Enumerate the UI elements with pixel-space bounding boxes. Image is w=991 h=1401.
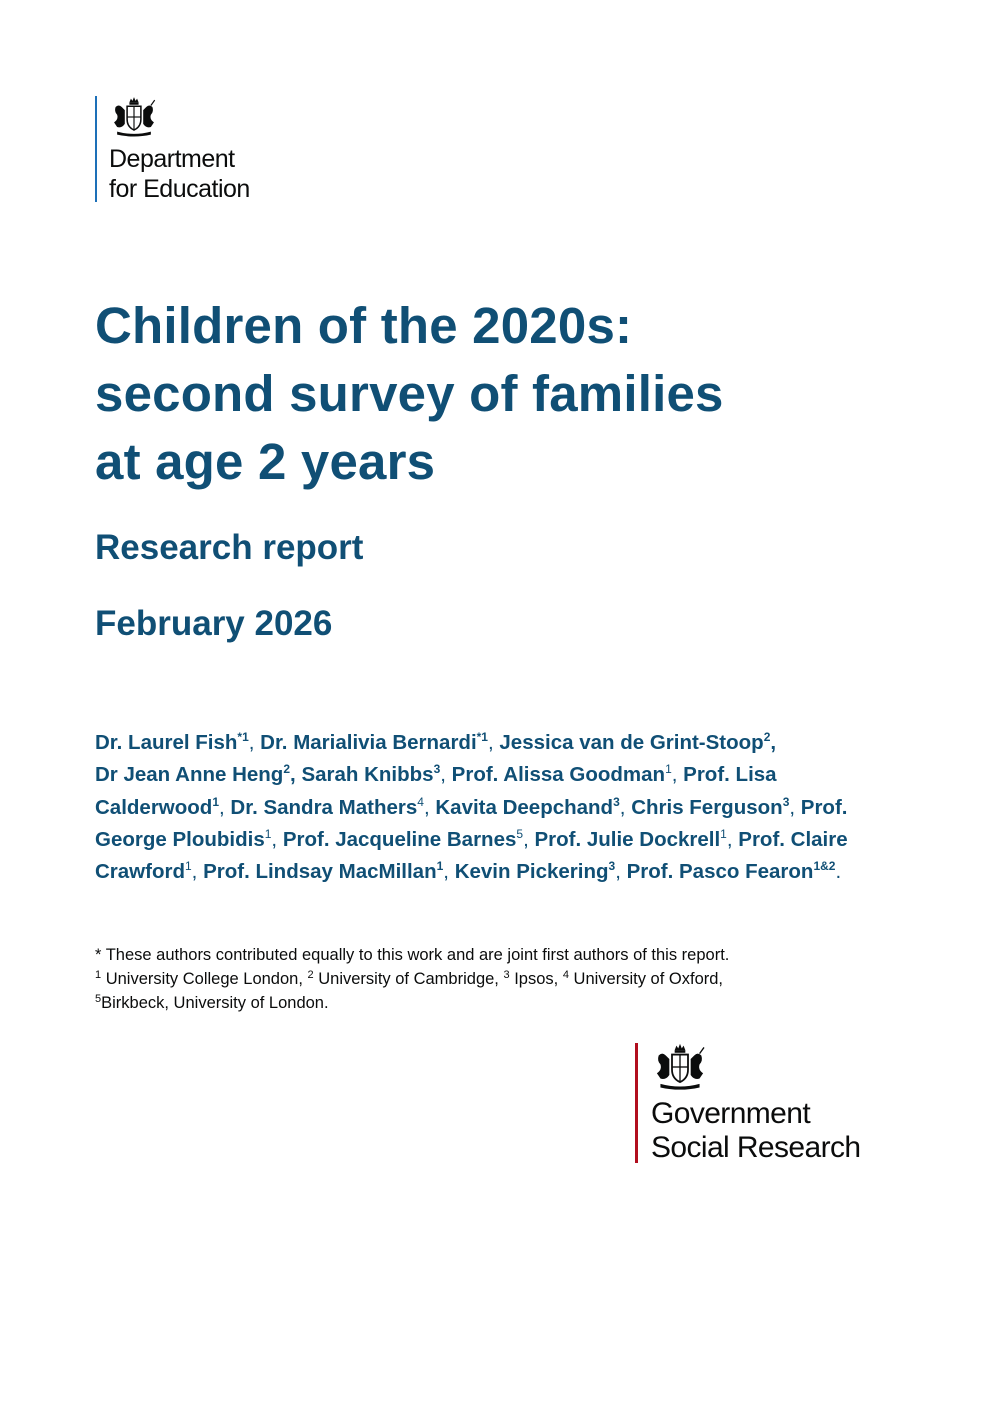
affiliation-name: University College London, [105,970,303,988]
author-name: Prof. Julie Dockrell [534,827,721,851]
author-mark: 5 [516,826,524,841]
dfe-logo-line2: for Education [109,175,250,203]
gsr-logo-line1: Government [651,1097,811,1130]
report-type: Research report [95,528,364,567]
author-mark: 1 [720,826,727,841]
author-mark: 3 [608,859,616,874]
author-mark: *1 [237,730,249,744]
author-mark: 1 [264,826,272,841]
author-mark: 2 [283,762,291,777]
affiliation-name: University of Cambridge, [318,970,499,988]
author-name: Dr. Marialivia Bernardi [260,731,477,754]
gsr-logo-line2: Social Research [651,1131,861,1164]
royal-coat-of-arms-icon [111,96,157,138]
footnotes: * These authors contributed equally to t… [95,943,895,1015]
author-name: Prof. Lindsay MacMillan [203,860,437,884]
author-mark: 3 [433,762,441,777]
author-name: Kavita Deepchand [435,795,614,819]
report-title: Children of the 2020s: second survey of … [95,292,895,496]
author-name: Sarah Knibbs [301,763,434,787]
affiliation-mark: 1 [95,969,102,981]
affiliation-name: University of Oxford, [573,970,724,988]
report-title-line2: second survey of families [95,365,724,422]
joint-first-author-note: * These authors contributed equally to t… [95,946,730,964]
author-mark: 2 [763,730,771,744]
author-name: Jessica van de Grint-Stoop [499,731,764,754]
dfe-logo: Department for Education [95,96,250,203]
author-name: Dr Jean Anne Heng [95,763,284,787]
affiliation-mark: 3 [503,969,510,981]
author-mark: 1 [184,859,192,874]
affiliation-mark: 2 [307,969,314,981]
publication-date: February 2026 [95,604,333,643]
author-mark: 1 [212,794,220,809]
report-title-line1: Children of the 2020s: [95,297,633,354]
author-list: Dr. Laurel Fish*1, Dr. Marialivia Bernar… [95,730,848,884]
author-name: Prof. Claire Crawford [95,827,848,884]
affiliation-mark: 4 [562,969,569,981]
affiliation-mark: 5 [95,993,102,1005]
author-name: Prof. Alissa Goodman [451,763,666,787]
affiliation-name: Birkbeck, University of London. [101,994,329,1012]
author-mark: 1 [436,859,444,874]
author-name: Dr. Sandra Mathers [230,795,418,819]
author-name: Chris Ferguson [631,795,783,819]
author-mark: *1 [476,730,488,744]
report-title-line3: at age 2 years [95,433,436,490]
author-mark: 1 [665,762,672,777]
affiliations: 1 University College London, 2 Universit… [95,967,895,1015]
gsr-logo: Government Social Research [635,1043,861,1164]
author-mark: 3 [782,794,790,809]
author-mark: 1&2 [813,859,836,874]
author-name: Prof. George Ploubidis [95,795,848,851]
author-name: Dr. Laurel Fish [95,731,238,754]
affiliation-name: Ipsos, [514,970,559,988]
author-mark: 4 [417,794,424,809]
author-name: Prof. Pasco Fearon [626,860,814,884]
author-mark: 3 [613,794,620,809]
author-name: Kevin Pickering [454,860,609,884]
author-name: Prof. Lisa Calderwood [95,763,777,819]
dfe-logo-line1: Department [109,145,235,173]
royal-coat-of-arms-icon [653,1043,707,1091]
author-name: Prof. Jacqueline Barnes [282,827,517,851]
